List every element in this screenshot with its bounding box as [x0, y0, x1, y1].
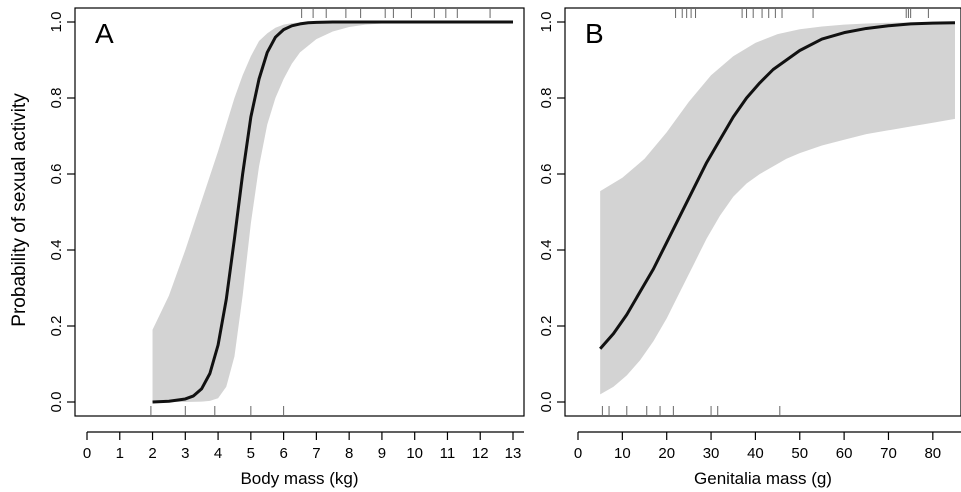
x-tick-label: 11	[440, 445, 456, 462]
y-tick-label: 0.2	[538, 316, 555, 337]
y-tick-label: 0.2	[48, 316, 65, 337]
y-tick-label: 0.4	[538, 240, 555, 261]
x-tick-label: 20	[658, 445, 675, 462]
x-axis-label: Genitalia mass (g)	[694, 469, 832, 488]
plot-frame	[74, 7, 525, 417]
x-tick-label: 10	[406, 445, 423, 462]
x-tick-label: 13	[505, 445, 522, 462]
x-tick-label: 12	[472, 445, 489, 462]
x-tick-label: 0	[83, 445, 91, 462]
x-tick-label: 2	[148, 445, 156, 462]
panel-label: B	[585, 18, 604, 49]
x-tick-label: 80	[924, 445, 941, 462]
x-tick-label: 0	[574, 445, 582, 462]
panel-label: A	[95, 18, 114, 49]
y-tick-label: 0.6	[538, 164, 555, 185]
fitted-curve	[599, 21, 956, 350]
x-tick-label: 3	[181, 445, 189, 462]
y-tick-label: 1.0	[538, 12, 555, 33]
fitted-curve	[152, 20, 513, 404]
x-tick-label: 50	[791, 445, 808, 462]
x-tick-label: 9	[378, 445, 386, 462]
x-tick-label: 8	[345, 445, 353, 462]
x-tick-label: 70	[880, 445, 897, 462]
x-tick-label: 30	[703, 445, 720, 462]
panel-b: B 0.0 0.2 0.4 0.6 0.8 1.0 0 10 20 30 40 50 60 70 80 Geni…	[538, 7, 961, 488]
x-tick-label: 4	[214, 445, 222, 462]
y-tick-label: 0.4	[48, 240, 65, 261]
plot-frame	[564, 7, 961, 417]
y-tick-label: 0.6	[48, 164, 65, 185]
panel-a: A0.00.20.40.60.81.00 1 2 3 4 5 6 7 8 9 10 11 12 13Bod…	[48, 7, 525, 488]
x-tick-label: 10	[614, 445, 631, 462]
x-tick-label: 60	[836, 445, 853, 462]
x-tick-label: 5	[247, 445, 255, 462]
x-tick-label: 7	[312, 445, 320, 462]
x-tick-label: 6	[279, 445, 287, 462]
y-tick-label: 0.0	[48, 392, 65, 413]
y-tick-label: 0.8	[538, 88, 555, 109]
x-tick-label: 1	[116, 445, 124, 462]
y-tick-label: 0.0	[538, 392, 555, 413]
x-tick-label: 40	[747, 445, 764, 462]
y-axis-label: Probability of sexual activity	[9, 93, 30, 327]
confidence-band	[152, 22, 514, 402]
confidence-band	[600, 22, 955, 395]
y-tick-label: 0.8	[48, 88, 65, 109]
x-axis-label: Body mass (kg)	[240, 469, 358, 488]
y-tick-label: 1.0	[48, 12, 65, 33]
